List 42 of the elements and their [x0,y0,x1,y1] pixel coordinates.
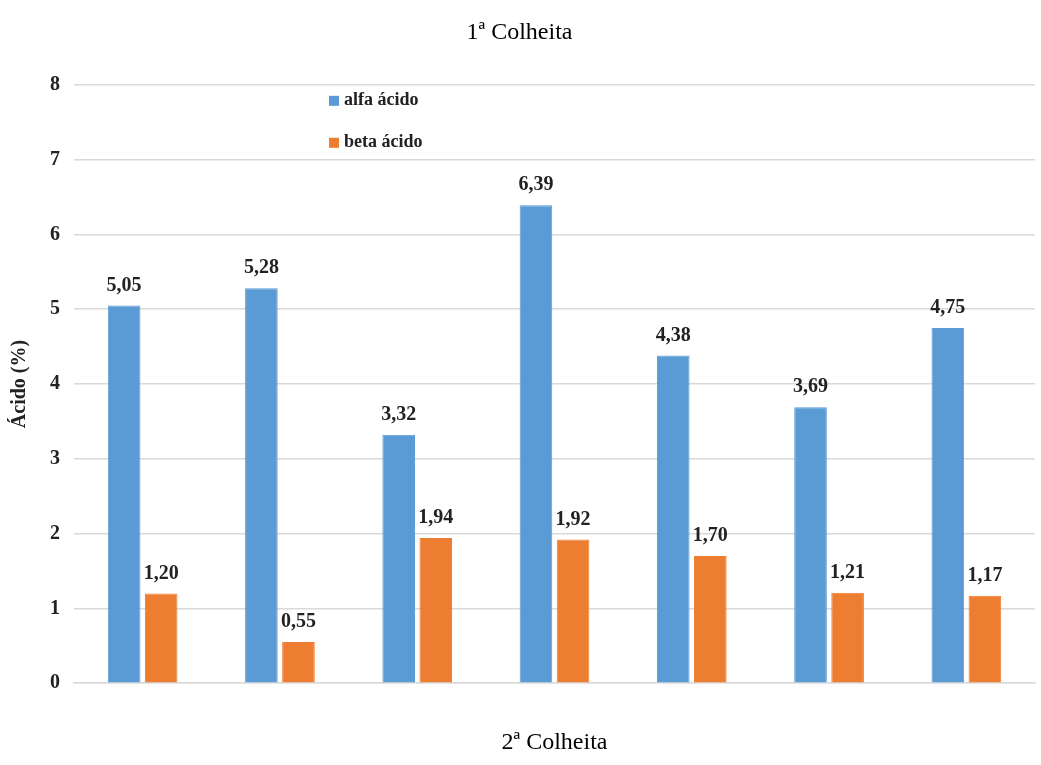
bar [419,538,453,683]
data-label: 5,05 [106,272,142,295]
y-tick-label: 6 [50,221,60,244]
chart-title: 1ª Colheita [466,17,573,44]
bar [144,593,178,683]
data-label: 1,20 [143,560,179,583]
data-label: 1,92 [555,506,591,529]
bar [245,288,278,683]
bar [694,556,727,683]
data-label: 3,69 [793,374,829,397]
bar [656,355,690,683]
y-tick-label: 2 [50,520,60,543]
legend-label: alfa ácido [344,89,419,110]
bar [282,642,315,683]
data-label: 6,39 [518,172,554,195]
data-label: 1,17 [967,562,1003,585]
bar [107,305,141,683]
bar [556,539,590,683]
x-axis-title: 2ª Colheita [501,727,608,754]
y-tick-label: 4 [50,371,60,394]
legend-label: beta ácido [344,131,423,152]
bar [382,434,415,683]
data-label: 3,32 [381,402,417,425]
data-label: 1,21 [830,559,866,582]
bar [794,407,827,683]
y-tick-label: 1 [50,595,60,618]
y-tick-label: 7 [50,146,60,169]
y-axis-title: Ácido (%) [7,339,31,429]
y-tick-label: 8 [50,71,60,94]
bar [968,595,1002,683]
bar [831,592,864,683]
y-tick-label: 0 [50,670,60,693]
data-label: 4,75 [930,295,966,318]
data-label: 1,70 [692,523,728,546]
bar [519,205,553,683]
y-tick-label: 3 [50,445,60,468]
data-label: 4,38 [655,322,691,345]
data-label: 1,94 [418,505,454,528]
data-label: 5,28 [243,255,279,278]
y-tick-label: 5 [50,296,60,319]
bar [931,327,965,683]
data-label: 0,55 [280,609,316,632]
